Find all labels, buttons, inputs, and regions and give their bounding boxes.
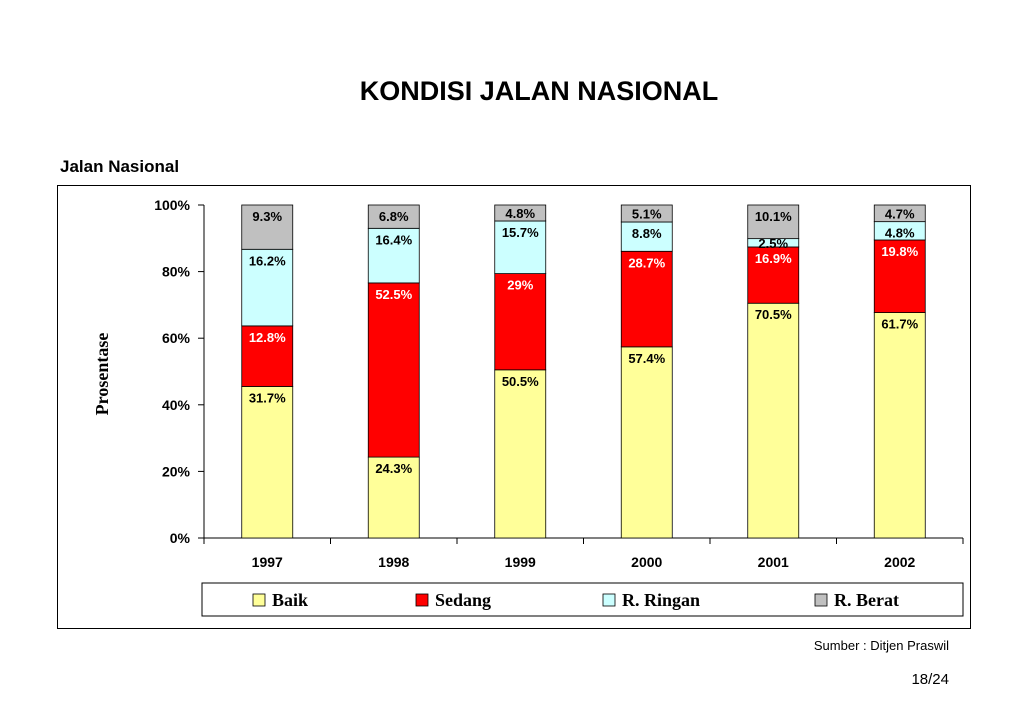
x-tick-label-2000: 2000 bbox=[631, 554, 662, 570]
data-label: 2.5% bbox=[758, 236, 788, 251]
data-label: 10.1% bbox=[755, 209, 792, 224]
data-label: 24.3% bbox=[375, 461, 412, 476]
stacked-bar-chart: Prosentase 0% 20% 40% 60% 80% 100% 31.7% 12.8%… bbox=[92, 197, 964, 617]
bar-segment-r-berat-1998 bbox=[367, 204, 420, 229]
y-axis-label: Prosentase bbox=[92, 333, 112, 416]
x-tick-label-1997: 1997 bbox=[252, 554, 283, 570]
legend-label-r-berat: R. Berat bbox=[834, 590, 899, 610]
legend-swatch-baik bbox=[252, 593, 266, 607]
data-label: 16.9% bbox=[755, 251, 792, 266]
data-label: 52.5% bbox=[375, 287, 412, 302]
data-label: 5.1% bbox=[632, 206, 662, 221]
bar-segment-r-ringan-1998 bbox=[367, 227, 420, 284]
bar-segment-baik-1997 bbox=[241, 386, 294, 539]
data-label: 57.4% bbox=[628, 351, 665, 366]
chart-container: Prosentase 0% 20% 40% 60% 80% 100% 31.7% 12.8%… bbox=[57, 185, 971, 629]
bar-segment-r-ringan-2000 bbox=[620, 221, 673, 252]
legend-swatch-r-ringan bbox=[602, 593, 616, 607]
bar-segment-r-ringan-1997 bbox=[241, 248, 294, 327]
page-title: KONDISI JALAN NASIONAL bbox=[359, 76, 719, 106]
bar-segment-r-berat-2000 bbox=[620, 204, 673, 223]
bar-segment-sedang-1998 bbox=[367, 282, 420, 458]
bar-segment-r-berat-1997 bbox=[241, 204, 294, 250]
legend-swatch-sedang bbox=[415, 593, 429, 607]
data-label: 16.2% bbox=[249, 253, 286, 268]
y-tick-label: 60% bbox=[162, 330, 191, 346]
bar-segment-baik-1999 bbox=[494, 369, 547, 539]
bar-segment-sedang-1997 bbox=[241, 325, 294, 387]
bar-segment-r-ringan-1999 bbox=[494, 220, 547, 274]
bar-segment-sedang-2000 bbox=[620, 250, 673, 348]
data-label: 50.5% bbox=[502, 374, 539, 389]
x-tick-label-1999: 1999 bbox=[505, 554, 536, 570]
y-tick-label: 80% bbox=[162, 264, 191, 280]
legend-box bbox=[201, 582, 964, 617]
page-number: 18/24 bbox=[911, 671, 949, 688]
bar-segment-baik-2001 bbox=[747, 302, 800, 539]
bar-segment-r-berat-2002 bbox=[873, 204, 926, 223]
data-label: 6.8% bbox=[379, 209, 409, 224]
bar-segment-sedang-2002 bbox=[873, 239, 926, 313]
data-label: 4.7% bbox=[885, 206, 915, 221]
y-tick-label: 100% bbox=[154, 197, 190, 213]
bar-segment-sedang-2001 bbox=[747, 246, 800, 304]
legend-label-r-ringan: R. Ringan bbox=[622, 590, 700, 610]
bar-segment-baik-2000 bbox=[620, 346, 673, 539]
bar-segment-sedang-1999 bbox=[494, 273, 547, 371]
x-tick-label-2002: 2002 bbox=[884, 554, 915, 570]
data-label: 70.5% bbox=[755, 307, 792, 322]
bar-segment-r-berat-2001 bbox=[747, 204, 800, 240]
legend-label-baik: Baik bbox=[272, 590, 308, 610]
data-label: 28.7% bbox=[628, 255, 665, 270]
data-label: 4.8% bbox=[885, 226, 915, 241]
y-tick-label: 0% bbox=[170, 530, 191, 546]
data-label: 19.8% bbox=[881, 244, 918, 259]
data-label: 61.7% bbox=[881, 317, 918, 332]
y-tick-label: 20% bbox=[162, 463, 191, 479]
source-note: Sumber : Ditjen Praswil bbox=[813, 638, 949, 653]
data-label: 31.7% bbox=[249, 390, 286, 405]
x-tick-label-1998: 1998 bbox=[378, 554, 409, 570]
bar-segment-baik-1998 bbox=[367, 456, 420, 539]
legend-swatch-r-berat bbox=[814, 593, 828, 607]
data-label: 29% bbox=[507, 278, 533, 293]
data-label: 9.3% bbox=[252, 209, 282, 224]
y-tick-label: 40% bbox=[162, 397, 191, 413]
data-label: 15.7% bbox=[502, 225, 539, 240]
data-label: 16.4% bbox=[375, 232, 412, 247]
chart-subtitle: Jalan Nasional bbox=[60, 157, 180, 176]
data-label: 4.8% bbox=[505, 206, 535, 221]
x-tick-label-2001: 2001 bbox=[758, 554, 789, 570]
data-label: 12.8% bbox=[249, 330, 286, 345]
data-label: 8.8% bbox=[632, 226, 662, 241]
bar-segment-baik-2002 bbox=[873, 312, 926, 539]
legend-label-sedang: Sedang bbox=[435, 590, 491, 610]
bar-segment-r-berat-1999 bbox=[494, 204, 547, 222]
